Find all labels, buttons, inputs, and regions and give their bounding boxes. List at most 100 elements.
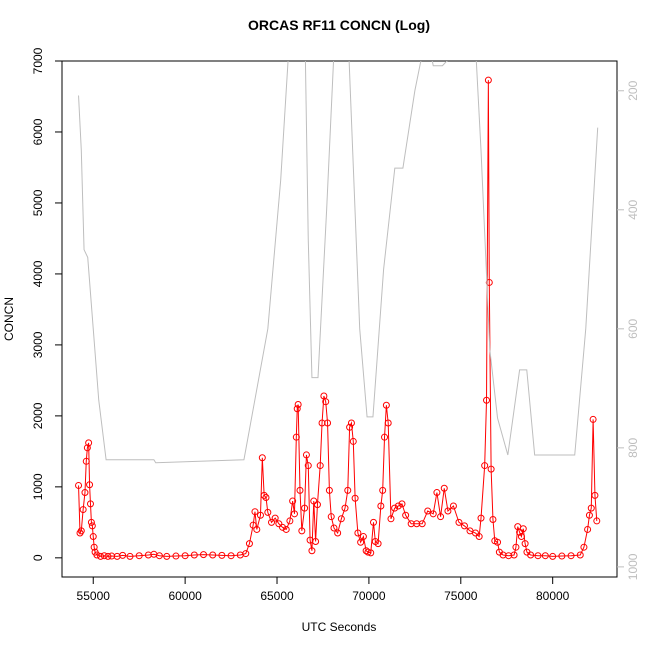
y-tick-label: 6000 [31, 118, 45, 145]
data-point [200, 551, 208, 559]
data-point [591, 491, 599, 499]
data-point [292, 433, 300, 441]
data-point [308, 547, 316, 555]
data-point [81, 489, 89, 497]
data-point [262, 494, 270, 502]
data-point [268, 518, 276, 526]
data-point [82, 457, 90, 465]
data-point [374, 540, 382, 548]
y-axis-label: CONCN [2, 297, 16, 341]
data-point [517, 533, 525, 541]
chart-title: ORCAS RF11 CONCN (Log) [248, 17, 430, 33]
data-point [325, 486, 333, 494]
data-point [587, 504, 595, 512]
data-point [286, 517, 294, 525]
data-point [437, 513, 445, 521]
data-point [549, 552, 557, 560]
data-point [155, 552, 163, 560]
y-tick-label: 7000 [31, 47, 45, 74]
data-point [349, 437, 357, 445]
data-point [512, 543, 520, 551]
data-point [364, 548, 372, 556]
data-point [519, 525, 527, 533]
data-point [344, 486, 352, 494]
data-point [449, 502, 457, 510]
data-point [275, 520, 283, 528]
data-point [347, 419, 355, 427]
data-point [209, 551, 217, 559]
data-point [424, 507, 432, 515]
data-point [418, 520, 426, 528]
data-point [351, 494, 359, 502]
data-point [346, 423, 354, 431]
data-point [104, 552, 112, 560]
data-point [93, 551, 101, 559]
y-tick-label: 0 [31, 554, 45, 561]
data-point [322, 398, 330, 406]
series-line [78, 61, 599, 464]
x-tick-label: 80000 [536, 589, 570, 603]
data-point [86, 500, 94, 508]
data-point [327, 513, 335, 521]
data-point [83, 444, 91, 452]
data-point [489, 516, 497, 524]
x-tick-label: 55000 [77, 589, 111, 603]
data-point [475, 533, 483, 541]
data-point [253, 525, 261, 533]
data-point [86, 481, 94, 489]
data-point [558, 552, 566, 560]
data-point [135, 552, 143, 560]
y-tick-label: 3000 [31, 331, 45, 358]
data-point [487, 465, 495, 473]
data-point [282, 525, 290, 533]
data-point [77, 527, 85, 535]
data-point [481, 462, 489, 470]
y2-tick-label: 600 [626, 318, 640, 338]
data-point [580, 543, 588, 551]
data-point [377, 502, 385, 510]
y2-tick-label: 400 [626, 199, 640, 219]
data-point [75, 481, 83, 489]
plot-area [75, 61, 601, 560]
data-point [97, 552, 105, 560]
data-point [181, 552, 189, 560]
x-tick-label: 65000 [260, 589, 294, 603]
data-point [279, 523, 287, 531]
data-point [521, 540, 529, 548]
data-point [483, 396, 491, 404]
data-point [369, 518, 377, 526]
y-tick-label: 4000 [31, 260, 45, 287]
data-point [354, 529, 362, 537]
data-point [298, 527, 306, 535]
data-point [516, 528, 524, 536]
data-point [126, 552, 134, 560]
data-point [567, 552, 575, 560]
data-point [290, 510, 298, 518]
data-point [293, 405, 301, 413]
data-point [294, 401, 302, 409]
data-point [379, 486, 387, 494]
data-point [402, 511, 410, 519]
data-point [337, 515, 345, 523]
x-tick-label: 70000 [352, 589, 386, 603]
data-point [271, 514, 279, 522]
data-point [384, 419, 392, 427]
data-point [398, 500, 406, 508]
data-point [584, 525, 592, 533]
data-point [444, 507, 452, 515]
data-point [429, 510, 437, 518]
data-point [593, 517, 601, 525]
data-point [541, 552, 549, 560]
data-point [494, 538, 502, 546]
data-point [477, 514, 485, 522]
data-point [119, 551, 127, 559]
data-point [359, 533, 367, 541]
data-point [172, 552, 180, 560]
data-point [79, 506, 87, 514]
data-point [357, 538, 365, 546]
data-point [460, 522, 468, 530]
data-point [85, 439, 93, 447]
data-point [289, 497, 297, 505]
data-point [330, 524, 338, 532]
y2-tick-label: 1000 [626, 553, 640, 580]
